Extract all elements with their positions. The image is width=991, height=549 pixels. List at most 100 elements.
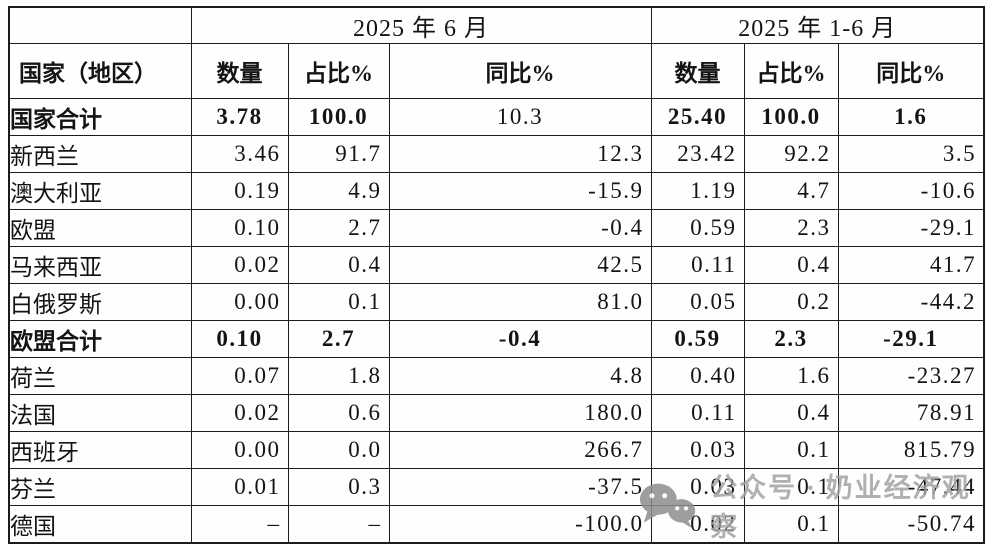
cell: 41.7 xyxy=(837,246,985,284)
cell: -37.5 xyxy=(388,468,652,506)
cell: 0.00 xyxy=(190,431,289,469)
cell: 3.5 xyxy=(837,135,985,173)
table-row: 白俄罗斯 0.00 0.1 81.0 0.05 0.2 -44.2 xyxy=(8,283,985,321)
cell: 100.0 xyxy=(743,98,839,136)
cell: 0.4 xyxy=(743,246,839,284)
cell: 0.02 xyxy=(190,246,289,284)
table-row: 澳大利亚 0.19 4.9 -15.9 1.19 4.7 -10.6 xyxy=(8,172,985,210)
cell: 0.1 xyxy=(743,468,839,506)
row-label: 马来西亚 xyxy=(8,246,192,284)
cell: 0.1 xyxy=(743,505,839,543)
cell: -29.1 xyxy=(837,209,985,247)
table-body: 国家合计 3.78 100.0 10.3 25.40 100.0 1.6 新西兰 3.46 91.… xyxy=(8,98,985,543)
cell: 4.9 xyxy=(287,172,390,210)
cell: 0.59 xyxy=(650,209,745,247)
column-header-yoy-june: 同比% xyxy=(388,43,652,99)
cell: 2.3 xyxy=(743,209,839,247)
cell: 92.2 xyxy=(743,135,839,173)
corner-cell xyxy=(8,6,192,44)
column-header-share-janjun: 占比% xyxy=(743,43,839,99)
cell: 25.40 xyxy=(650,98,745,136)
cell: 180.0 xyxy=(388,394,652,432)
cell: – xyxy=(190,505,289,543)
cell: 0.1 xyxy=(743,431,839,469)
table-row: 国家合计 3.78 100.0 10.3 25.40 100.0 1.6 xyxy=(8,98,985,136)
cell: 0.3 xyxy=(287,468,390,506)
cell: 0.00 xyxy=(190,283,289,321)
row-label: 法国 xyxy=(8,394,192,432)
cell: 91.7 xyxy=(287,135,390,173)
table-row: 欧盟 0.10 2.7 -0.4 0.59 2.3 -29.1 xyxy=(8,209,985,247)
cell: 12.3 xyxy=(388,135,652,173)
cell: 0.07 xyxy=(190,357,289,395)
cell: 2.7 xyxy=(287,209,390,247)
cell: – xyxy=(287,505,390,543)
row-label: 欧盟 xyxy=(8,209,192,247)
column-header-row: 国家（地区） 数量 占比% 同比% 数量 占比% 同比% xyxy=(8,43,985,99)
cell: 100.0 xyxy=(287,98,390,136)
cell: 0.59 xyxy=(650,320,745,358)
cell: 4.7 xyxy=(743,172,839,210)
table-row: 芬兰 0.01 0.3 -37.5 0.03 0.1 -47.44 xyxy=(8,468,985,506)
cell: -100.0 xyxy=(388,505,652,543)
table-row: 新西兰 3.46 91.7 12.3 23.42 92.2 3.5 xyxy=(8,135,985,173)
cell: 0.02 xyxy=(190,394,289,432)
cell: -44.2 xyxy=(837,283,985,321)
cell: 2.3 xyxy=(743,320,839,358)
cell: 0.10 xyxy=(190,320,289,358)
cell: 1.6 xyxy=(743,357,839,395)
cell: 0.40 xyxy=(650,357,745,395)
table-row: 法国 0.02 0.6 180.0 0.11 0.4 78.91 xyxy=(8,394,985,432)
cell: 78.91 xyxy=(837,394,985,432)
row-label: 西班牙 xyxy=(8,431,192,469)
cell: 2.7 xyxy=(287,320,390,358)
cell: -29.1 xyxy=(837,320,985,358)
table-row: 德国 – – -100.0 0.02 0.1 -50.74 xyxy=(8,505,985,543)
table-row: 马来西亚 0.02 0.4 42.5 0.11 0.4 41.7 xyxy=(8,246,985,284)
row-label: 芬兰 xyxy=(8,468,192,506)
cell: 1.6 xyxy=(837,98,985,136)
cell: 0.4 xyxy=(287,246,390,284)
cell: 3.46 xyxy=(190,135,289,173)
column-header-yoy-janjun: 同比% xyxy=(837,43,985,99)
row-label: 欧盟合计 xyxy=(8,320,192,358)
row-label: 白俄罗斯 xyxy=(8,283,192,321)
cell: 0.03 xyxy=(650,431,745,469)
cell: 81.0 xyxy=(388,283,652,321)
cell: -0.4 xyxy=(388,209,652,247)
row-label: 新西兰 xyxy=(8,135,192,173)
period-header-jan-jun: 2025 年 1-6 月 xyxy=(650,6,985,44)
cell: 3.78 xyxy=(190,98,289,136)
cell: 23.42 xyxy=(650,135,745,173)
row-label: 国家合计 xyxy=(8,98,192,136)
cell: 10.3 xyxy=(388,98,652,136)
cell: 0.02 xyxy=(650,505,745,543)
column-header-qty-june: 数量 xyxy=(190,43,289,99)
cell: 266.7 xyxy=(388,431,652,469)
cell: 0.4 xyxy=(743,394,839,432)
table-row: 西班牙 0.00 0.0 266.7 0.03 0.1 815.79 xyxy=(8,431,985,469)
cell: -47.44 xyxy=(837,468,985,506)
row-label: 荷兰 xyxy=(8,357,192,395)
cell: 815.79 xyxy=(837,431,985,469)
table-row: 荷兰 0.07 1.8 4.8 0.40 1.6 -23.27 xyxy=(8,357,985,395)
cell: -23.27 xyxy=(837,357,985,395)
cell: 1.8 xyxy=(287,357,390,395)
cell: 0.1 xyxy=(287,283,390,321)
cell: 42.5 xyxy=(388,246,652,284)
cell: 0.0 xyxy=(287,431,390,469)
cell: -0.4 xyxy=(388,320,652,358)
period-header-june: 2025 年 6 月 xyxy=(190,6,652,44)
cell: 0.11 xyxy=(650,394,745,432)
cell: -50.74 xyxy=(837,505,985,543)
cell: 0.03 xyxy=(650,468,745,506)
cell: 0.05 xyxy=(650,283,745,321)
cell: 1.19 xyxy=(650,172,745,210)
table-row: 欧盟合计 0.10 2.7 -0.4 0.59 2.3 -29.1 xyxy=(8,320,985,358)
row-label: 德国 xyxy=(8,505,192,543)
cell: 0.10 xyxy=(190,209,289,247)
column-header-qty-janjun: 数量 xyxy=(650,43,745,99)
cell: -10.6 xyxy=(837,172,985,210)
row-label: 澳大利亚 xyxy=(8,172,192,210)
